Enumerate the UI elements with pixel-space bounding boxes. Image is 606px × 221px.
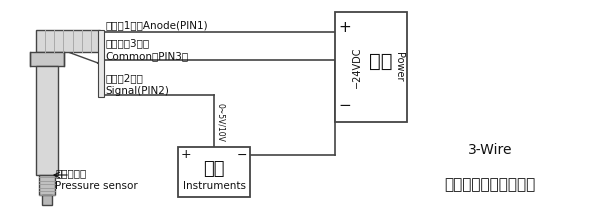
- Bar: [39, 175, 55, 195]
- Bar: [335, 12, 407, 122]
- Bar: [42, 195, 52, 205]
- Text: 三线制电压输出接线图: 三线制电压输出接线图: [444, 177, 536, 192]
- Text: Common（PIN3）: Common（PIN3）: [105, 51, 188, 61]
- Text: −: −: [339, 99, 351, 114]
- Text: Signal(PIN2): Signal(PIN2): [105, 86, 169, 96]
- Text: 0~5V/10V: 0~5V/10V: [216, 103, 224, 141]
- Bar: [30, 52, 64, 66]
- Text: Instruments: Instruments: [182, 181, 245, 191]
- Text: 压力传感器: 压力传感器: [55, 168, 86, 178]
- Text: Power: Power: [394, 52, 404, 82]
- Text: 仪器: 仪器: [203, 160, 225, 178]
- Text: 公共端（3脚）: 公共端（3脚）: [105, 38, 149, 48]
- Text: 信号（2脚）: 信号（2脚）: [105, 73, 143, 83]
- Bar: [36, 30, 100, 52]
- Text: +: +: [181, 149, 191, 162]
- Bar: [36, 66, 58, 175]
- Bar: [178, 147, 250, 197]
- Text: Pressure sensor: Pressure sensor: [55, 181, 138, 191]
- Text: −24VDC: −24VDC: [352, 46, 362, 88]
- Text: +: +: [339, 21, 351, 36]
- Bar: [98, 30, 104, 97]
- Text: 3-Wire: 3-Wire: [468, 143, 512, 157]
- Text: −: −: [237, 149, 247, 162]
- Text: 正极（1脚）Anode(PIN1): 正极（1脚）Anode(PIN1): [105, 20, 208, 30]
- Text: 电源: 电源: [369, 51, 393, 70]
